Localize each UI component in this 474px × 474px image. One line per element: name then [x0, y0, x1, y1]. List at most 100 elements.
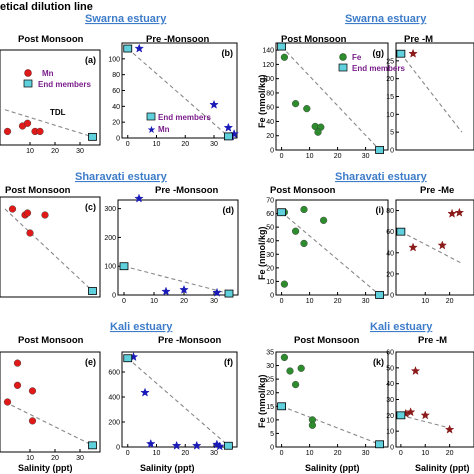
panel-d-letter: (d)	[223, 205, 235, 215]
panel-i-ytick-label: 0	[270, 293, 274, 300]
panel-k-ytick-label: 5	[270, 431, 274, 438]
panel-g-xtick-label: 0	[280, 153, 284, 160]
season-e: Post Monsoon	[18, 335, 84, 346]
panel-b-ytick-label: 100	[108, 56, 120, 63]
legend-g-end-member-label: End members	[352, 64, 405, 73]
panel-a-end-member	[88, 132, 97, 141]
kali-title-left: Kali estuary	[110, 321, 173, 333]
panel-e-xtick-label: 20	[51, 455, 59, 462]
panel-g-frame	[275, 42, 389, 151]
panel-h-ytick-label: 10	[386, 112, 394, 119]
panel-i-xtick-label: 0	[280, 298, 284, 305]
panel-d-point	[212, 287, 222, 297]
panel-h-ytick-label: 5	[390, 130, 394, 137]
panel-l-ytick-label: 60	[386, 350, 394, 357]
panel-g-end-member	[277, 42, 287, 51]
panel-d-ytick-label: 300	[104, 206, 116, 213]
panel-l-xtick-label: 10	[421, 450, 429, 457]
panel-k-xtick-label: 20	[334, 450, 342, 457]
panel-f-ytick-label: 400	[108, 395, 120, 402]
panel-b-end-member	[123, 44, 133, 53]
panel-l-point	[420, 410, 431, 420]
panel-k-ytick-label: 0	[270, 445, 274, 452]
panel-g-end-member	[375, 146, 385, 154]
panel-j-point	[437, 240, 448, 250]
panel-i-letter: (i)	[376, 205, 385, 215]
salinity-label-e: Salinity (ppt)	[18, 463, 73, 473]
salinity-label-k: Salinity (ppt)	[305, 463, 360, 473]
panel-b-letter: (b)	[222, 48, 234, 58]
panel-g-letter: (g)	[373, 48, 385, 58]
panel-l-ytick-label: 10	[386, 429, 394, 436]
panel-i-point	[300, 239, 308, 248]
season-d: Pre -Monsoon	[155, 185, 219, 196]
panel-g-ytick-label: 20	[266, 133, 274, 140]
panel-e-letter: (e)	[85, 357, 96, 367]
panel-l-point	[410, 365, 421, 376]
panel-g-ytick-label: 0	[270, 148, 274, 155]
panel-f-xtick-label: 30	[210, 450, 218, 457]
panel-f-xtick-label: 0	[126, 450, 130, 457]
panel-b-xtick-label: 10	[153, 141, 161, 148]
panel-f-tdl-line	[127, 357, 229, 447]
panel-g-ytick-label: 120	[262, 62, 274, 69]
panel-f: 0 10 20 30 0 200 400 600 (f)	[108, 351, 238, 457]
panel-e-point	[3, 398, 12, 406]
panel-h-ytick-label: 20	[386, 76, 394, 83]
season-k: Post Monsoon	[294, 335, 360, 346]
panel-j-tdl-line	[400, 231, 463, 264]
panel-a-point	[23, 119, 32, 127]
salinity-label-l: Salinity (ppt)	[415, 463, 470, 473]
panel-h-ytick-label: 0	[390, 148, 394, 155]
panel-f-ytick-label: 600	[108, 370, 120, 377]
panel-b-end-member	[223, 132, 233, 141]
legend-fe-label: Fe	[352, 53, 362, 62]
panel-j-point	[454, 207, 465, 217]
legend-b-star-marker: ★	[147, 125, 156, 136]
panel-k-point	[280, 353, 289, 362]
panel-i: 0 10 20 30 0 10 20 30 40 50 60 70 (i)	[266, 198, 389, 305]
legend-end-member-marker	[23, 79, 33, 88]
panel-k-point	[286, 367, 294, 375]
panel-a-point	[3, 127, 12, 136]
panel-i-ytick-label: 20	[266, 265, 274, 272]
panel-i-point	[292, 227, 300, 235]
panel-d-xtick-label: 0	[122, 298, 126, 305]
panel-g-point	[303, 105, 311, 113]
panel-a-xtick-label: 20	[51, 148, 59, 155]
legend-fe-marker	[339, 53, 347, 61]
season-f: Pre -Monsoon	[158, 335, 222, 346]
panel-j-xtick-label: 10	[421, 298, 429, 305]
panel-l-frame	[395, 351, 474, 448]
panel-b-frame	[121, 42, 238, 139]
panel-f-ytick-label: 0	[116, 445, 120, 452]
panel-k-xtick-label: 0	[280, 450, 284, 457]
legend-b: End members ★ Mn	[146, 112, 211, 136]
panel-i-point	[300, 205, 308, 214]
panel-j-point	[447, 208, 457, 218]
panel-j-ytick-label: 60	[386, 229, 394, 236]
panel-a-xtick-label: 10	[26, 148, 34, 155]
panel-b-xtick-label: 30	[210, 141, 218, 148]
panel-h-ytick-label: 15	[386, 94, 394, 101]
panel-b-xtick-label: 20	[181, 141, 189, 148]
panel-f-point	[171, 440, 182, 450]
panel-i-point	[280, 280, 289, 288]
panel-i-ytick-label: 70	[266, 198, 274, 205]
panel-k-point	[308, 421, 317, 429]
panel-d-xtick-label: 30	[210, 298, 218, 305]
panel-g-ytick-label: 80	[266, 90, 274, 97]
panel-j-ytick-label: 0	[390, 293, 394, 300]
panel-a-frame	[0, 49, 101, 146]
panel-b-ytick-label: 20	[112, 120, 120, 127]
panel-g-point	[280, 53, 289, 61]
panel-b-ytick-label: 40	[112, 104, 120, 111]
legend-b-end-member-marker	[146, 112, 156, 121]
panel-c-frame	[0, 196, 101, 298]
panel-d-xtick-label: 20	[180, 298, 188, 305]
panel-d-tdl-line	[123, 265, 230, 295]
tdl-label: TDL	[50, 108, 66, 117]
panel-l-end-member	[396, 411, 406, 420]
